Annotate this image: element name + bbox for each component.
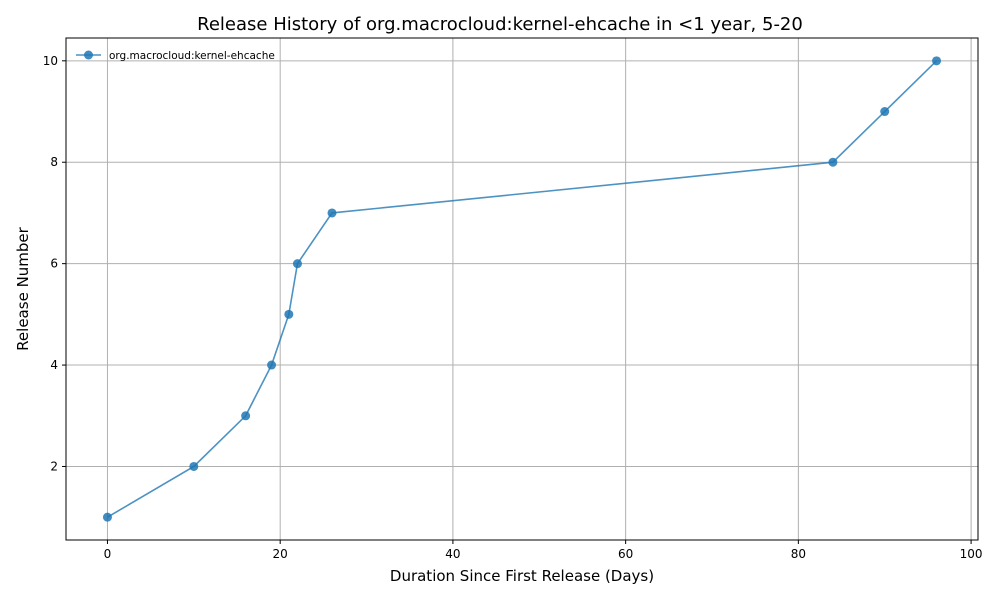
- x-axis-label: Duration Since First Release (Days): [390, 567, 654, 585]
- data-point: [327, 208, 337, 218]
- data-point: [284, 309, 294, 319]
- y-tick-label: 2: [50, 459, 58, 473]
- series-line: [107, 60, 938, 518]
- y-tick-label: 4: [50, 358, 58, 372]
- data-point: [189, 461, 199, 471]
- y-tick-label: 6: [50, 257, 58, 271]
- x-tick-label: 40: [445, 547, 460, 561]
- data-point: [828, 157, 838, 167]
- data-point: [932, 56, 942, 66]
- x-tick-label: 100: [960, 547, 983, 561]
- data-point: [267, 360, 277, 370]
- legend-point-marker: [84, 50, 93, 60]
- x-tick-label: 0: [104, 547, 112, 561]
- x-axis-ticks: 0 20 40 60 80 100: [104, 540, 983, 561]
- legend-label: org.macrocloud:kernel-ehcache: [109, 50, 275, 62]
- y-tick-label: 10: [43, 54, 58, 68]
- x-tick-label: 20: [273, 547, 288, 561]
- data-point: [292, 259, 302, 269]
- plot-frame: [65, 37, 979, 541]
- y-axis-ticks: 2 4 6 8 10: [43, 54, 66, 473]
- y-tick-label: 8: [50, 155, 58, 169]
- series-layer: [102, 56, 942, 522]
- y-axis-label: Release Number: [14, 226, 32, 350]
- chart-title: Release History of org.macrocloud:kernel…: [197, 14, 803, 35]
- legend: org.macrocloud:kernel-ehcache: [76, 50, 275, 62]
- x-tick-label: 60: [618, 547, 633, 561]
- data-point: [880, 107, 890, 117]
- data-point: [102, 512, 112, 522]
- data-point: [241, 411, 251, 421]
- x-tick-label: 80: [791, 547, 806, 561]
